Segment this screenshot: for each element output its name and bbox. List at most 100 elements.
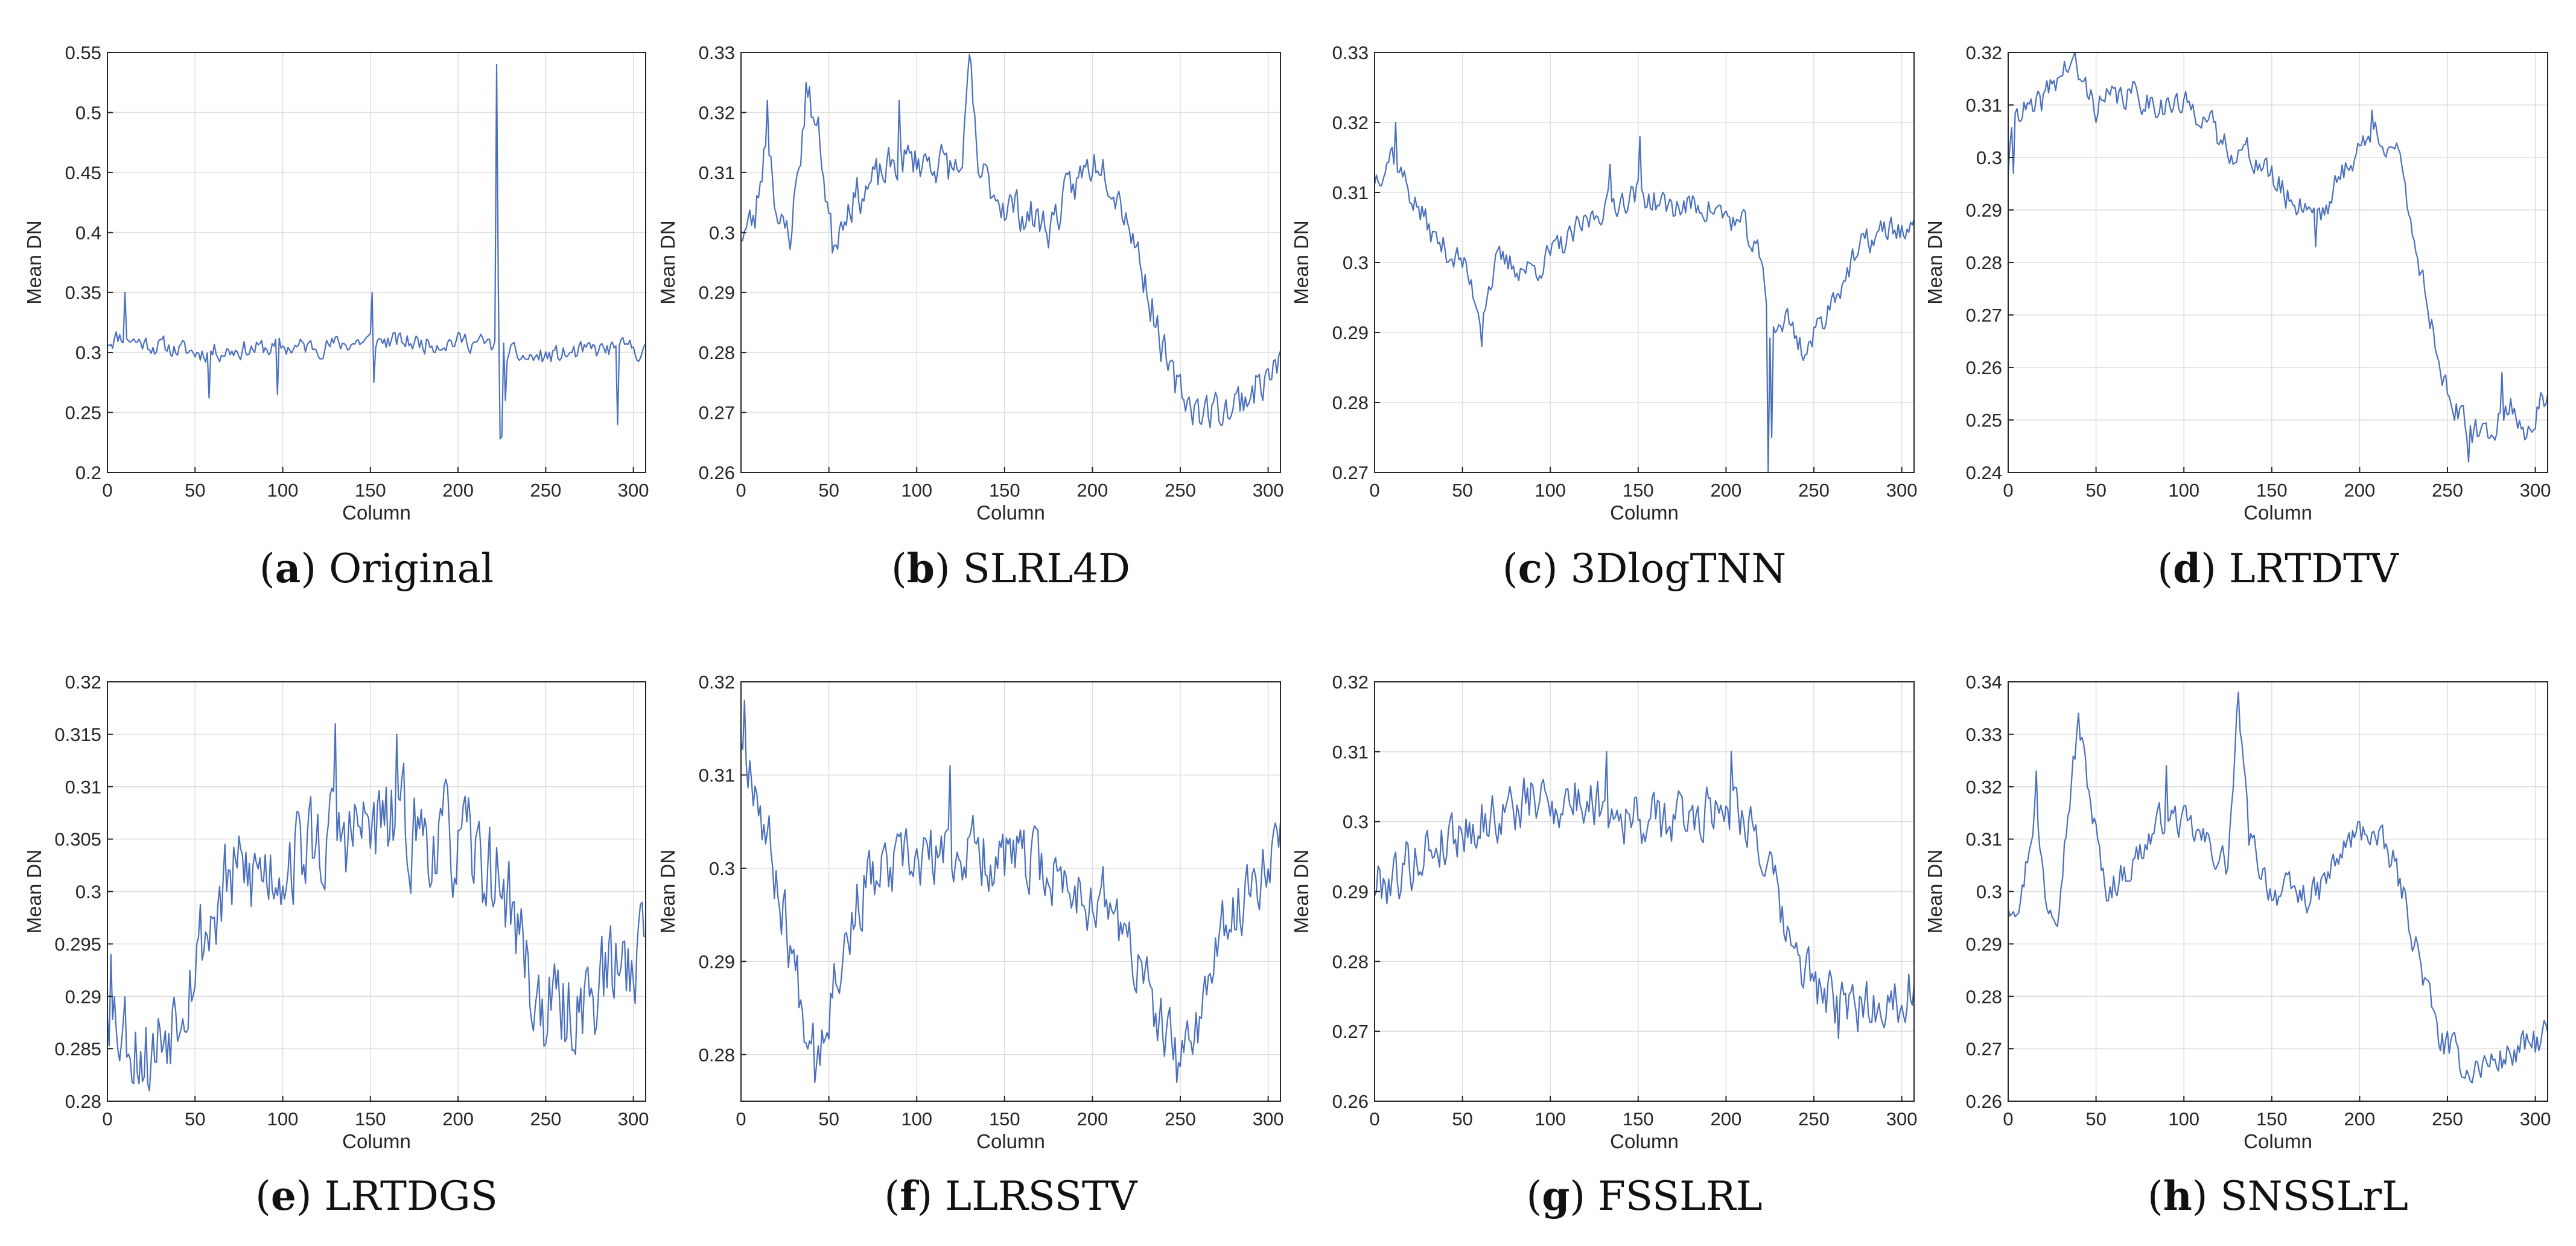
x-tick-label: 50 bbox=[1452, 480, 1472, 501]
y-tick-label: 0.33 bbox=[699, 42, 735, 63]
x-tick-label: 250 bbox=[1165, 480, 1196, 501]
caption-name: SLRL4D bbox=[963, 545, 1130, 592]
subfigure-caption: (b) SLRL4D bbox=[891, 545, 1130, 592]
y-tick-label: 0.29 bbox=[1332, 882, 1369, 903]
y-tick-label: 0.27 bbox=[699, 402, 735, 424]
y-axis-label: Mean DN bbox=[23, 850, 45, 933]
y-tick-label: 0.3 bbox=[1343, 812, 1369, 833]
y-tick-label: 0.27 bbox=[1332, 1021, 1369, 1042]
caption-open-paren: ( bbox=[891, 545, 907, 592]
x-tick-label: 200 bbox=[2344, 1108, 2376, 1130]
x-tick-label: 0 bbox=[102, 480, 112, 501]
y-tick-label: 0.295 bbox=[54, 933, 101, 955]
x-tick-label: 0 bbox=[2003, 480, 2013, 501]
chart-c: 0 50 100 150 200 250 300 0.27 0.28 0.29 0.3 0.31 0.3… bbox=[1290, 42, 1917, 592]
y-tick-label: 0.5 bbox=[75, 102, 101, 123]
x-axis-label: Column bbox=[976, 1130, 1045, 1152]
series-line-b bbox=[740, 54, 1282, 428]
x-tick-label: 100 bbox=[901, 1108, 932, 1130]
y-tick-label: 0.305 bbox=[54, 829, 101, 850]
x-tick-label: 250 bbox=[2432, 1108, 2463, 1130]
subfigure-caption: (c) 3DlogTNN bbox=[1503, 545, 1786, 592]
x-tick-label: 150 bbox=[989, 1108, 1020, 1130]
caption-close-paren: ) bbox=[1542, 545, 1571, 592]
y-tick-label: 0.285 bbox=[54, 1038, 101, 1060]
y-tick-label: 0.32 bbox=[699, 102, 735, 123]
x-tick-label: 150 bbox=[989, 480, 1020, 501]
caption-letter: g bbox=[1542, 1172, 1569, 1219]
x-tick-label: 50 bbox=[818, 480, 839, 501]
x-tick-label: 50 bbox=[2085, 1108, 2106, 1130]
y-tick-label: 0.32 bbox=[1966, 42, 2002, 63]
x-tick-label: 100 bbox=[2168, 1108, 2199, 1130]
y-tick-label: 0.34 bbox=[1966, 672, 2002, 693]
x-tick-label: 0 bbox=[2003, 1108, 2013, 1130]
x-tick-label: 200 bbox=[1077, 1108, 1108, 1130]
x-tick-label: 50 bbox=[185, 1108, 205, 1130]
chart-g: 0 50 100 150 200 250 300 0.26 0.27 0.28 0.29 0.3 0.3… bbox=[1290, 672, 1917, 1219]
y-tick-label: 0.31 bbox=[65, 777, 101, 798]
x-tick-label: 100 bbox=[2168, 480, 2199, 501]
caption-letter: f bbox=[900, 1172, 919, 1219]
y-tick-label: 0.29 bbox=[699, 951, 735, 972]
y-tick-label: 0.27 bbox=[1332, 462, 1369, 483]
plot-frame bbox=[740, 52, 1281, 473]
subfigure-caption: (g) FSSLRL bbox=[1526, 1172, 1762, 1219]
x-axis-label: Column bbox=[342, 501, 411, 524]
x-tick-label: 0 bbox=[736, 480, 746, 501]
y-tick-label: 0.28 bbox=[1966, 252, 2002, 273]
x-tick-label: 50 bbox=[1452, 1108, 1472, 1130]
y-axis-label: Mean DN bbox=[657, 850, 679, 933]
chart-b: 0 50 100 150 200 250 300 0.26 0.27 0.28 0.29 0.3 0.3… bbox=[657, 42, 1283, 592]
caption-open-paren: ( bbox=[884, 1173, 900, 1219]
x-tick-label: 300 bbox=[2520, 480, 2551, 501]
caption-name: SNSSLrL bbox=[2221, 1173, 2408, 1219]
x-tick-label: 150 bbox=[2256, 480, 2288, 501]
y-tick-label: 0.26 bbox=[699, 462, 735, 483]
chart-a: 0 50 100 150 200 250 300 0.2 0.25 0.3 0.35 0.4 0.45 0… bbox=[23, 42, 649, 592]
y-tick-label: 0.28 bbox=[1332, 392, 1369, 413]
caption-letter: e bbox=[271, 1172, 296, 1219]
caption-close-paren: ) bbox=[2192, 1173, 2221, 1219]
x-tick-label: 200 bbox=[1711, 480, 1742, 501]
x-tick-label: 150 bbox=[1623, 480, 1654, 501]
x-tick-label: 50 bbox=[185, 480, 205, 501]
chart-h: 0 50 100 150 200 250 300 0.26 0.27 0.28 0.29 0.3 0.3… bbox=[1924, 672, 2551, 1219]
y-tick-label: 0.28 bbox=[1966, 986, 2002, 1007]
y-tick-label: 0.315 bbox=[54, 724, 101, 745]
y-tick-label: 0.2 bbox=[75, 462, 101, 483]
y-tick-label: 0.27 bbox=[1966, 1038, 2002, 1060]
subfigure-caption: (a) Original bbox=[259, 545, 494, 592]
x-tick-label: 250 bbox=[530, 480, 562, 501]
caption-letter: a bbox=[275, 545, 301, 592]
y-tick-label: 0.3 bbox=[75, 882, 101, 903]
caption-close-paren: ) bbox=[301, 545, 329, 592]
x-tick-label: 150 bbox=[2256, 1108, 2288, 1130]
caption-open-paren: ( bbox=[1503, 545, 1518, 592]
y-tick-label: 0.26 bbox=[1332, 1091, 1369, 1112]
caption-letter: d bbox=[2173, 545, 2201, 592]
caption-letter: c bbox=[1518, 545, 1542, 592]
caption-close-paren: ) bbox=[296, 1173, 325, 1219]
series-line-g bbox=[1373, 751, 1915, 1039]
y-tick-label: 0.55 bbox=[65, 42, 101, 63]
x-tick-label: 100 bbox=[901, 480, 932, 501]
y-tick-label: 0.29 bbox=[65, 986, 101, 1007]
x-tick-label: 300 bbox=[1253, 1108, 1284, 1130]
y-tick-label: 0.32 bbox=[65, 672, 101, 693]
y-axis-label: Mean DN bbox=[1290, 850, 1312, 933]
x-tick-label: 300 bbox=[1253, 480, 1284, 501]
x-tick-label: 150 bbox=[355, 1108, 386, 1130]
x-axis-label: Column bbox=[976, 501, 1045, 524]
y-tick-label: 0.32 bbox=[1332, 672, 1369, 693]
caption-name: FSSLRL bbox=[1598, 1173, 1762, 1219]
y-tick-label: 0.3 bbox=[709, 858, 735, 879]
x-axis-label: Column bbox=[1610, 501, 1679, 524]
y-tick-label: 0.28 bbox=[65, 1091, 101, 1112]
y-tick-label: 0.31 bbox=[699, 162, 735, 183]
y-tick-label: 0.25 bbox=[65, 402, 101, 424]
y-tick-label: 0.45 bbox=[65, 162, 101, 183]
y-tick-label: 0.29 bbox=[1966, 200, 2002, 221]
caption-close-paren: ) bbox=[1569, 1173, 1598, 1219]
